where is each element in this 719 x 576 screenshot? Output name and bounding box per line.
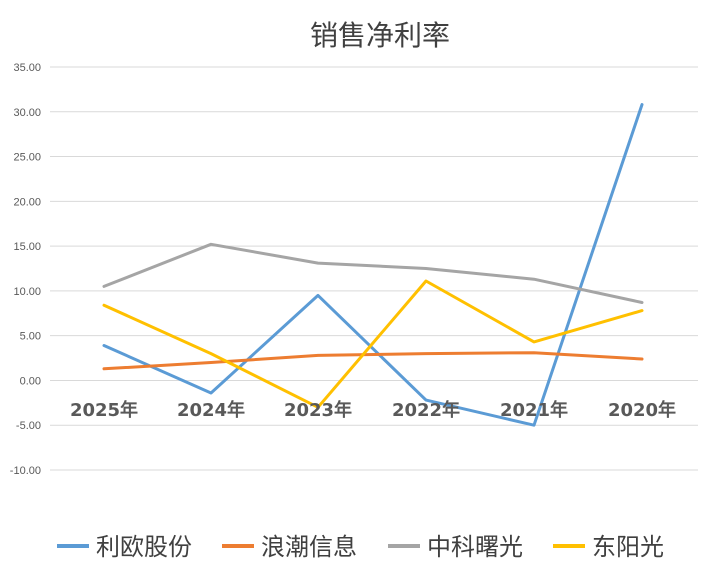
x-category-label: 2022年 [392, 399, 460, 421]
y-axis-tick-labels: -10.00 -5.00 0.00 5.00 10.00 15.00 20.00 25.00 3… [10, 62, 41, 477]
x-category-label: 2023年 [284, 399, 352, 421]
chart-title: 销售净利率 [310, 19, 450, 52]
series-line-2 [102, 242, 644, 304]
series-line-1 [102, 351, 644, 371]
y-tick-label: 25.00 [13, 152, 41, 164]
legend: 利欧股份 浪潮信息 中科曙光 东阳光 [57, 533, 664, 561]
y-tick-label: 30.00 [13, 107, 41, 119]
x-category-label: 2021年 [500, 399, 568, 421]
legend-label-0: 利欧股份 [96, 533, 192, 561]
y-tick-label: 0.00 [20, 375, 41, 387]
x-category-label: 2025年 [70, 399, 138, 421]
legend-label-2: 中科曙光 [427, 533, 523, 561]
x-category-label: 2020年 [608, 399, 676, 421]
series-line-3 [102, 279, 644, 409]
x-axis-category-labels: 2025年 2024年 2023年 2022年 2021年 2020年 [70, 399, 676, 421]
series-lines [102, 103, 644, 427]
gridlines [50, 66, 698, 471]
x-category-label: 2024年 [177, 399, 245, 421]
y-tick-label: -5.00 [16, 420, 41, 432]
y-tick-label: 5.00 [20, 331, 41, 343]
legend-label-3: 东阳光 [592, 533, 664, 561]
legend-label-1: 浪潮信息 [261, 533, 357, 561]
y-tick-label: -10.00 [10, 465, 41, 477]
y-tick-label: 15.00 [13, 241, 41, 253]
series-line-0 [102, 103, 644, 427]
y-tick-label: 35.00 [13, 62, 41, 74]
y-tick-label: 20.00 [13, 196, 41, 208]
y-tick-label: 10.00 [13, 286, 41, 298]
